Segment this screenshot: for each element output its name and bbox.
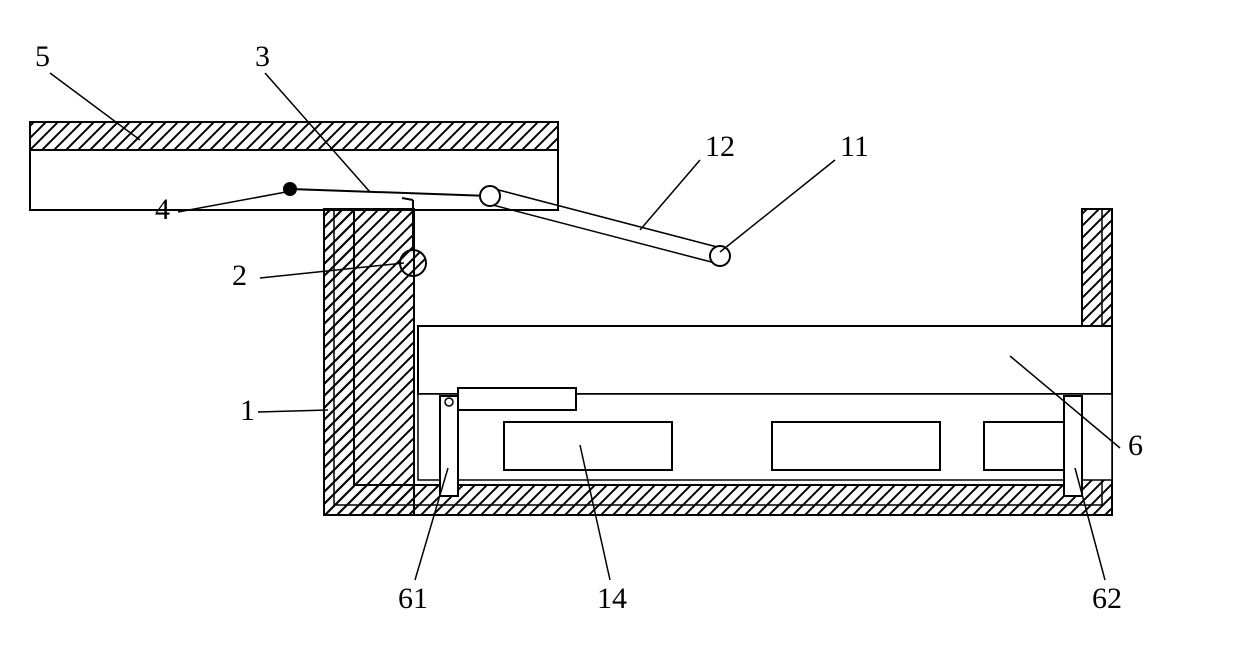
callout-label-11: 11 — [840, 130, 869, 163]
callout-label-61: 61 — [398, 582, 428, 615]
callout-label-1: 1 — [240, 394, 255, 427]
patent-mechanical-figure: 5 3 12 11 4 2 1 6 61 14 62 — [0, 0, 1239, 653]
callout-label-2: 2 — [232, 259, 247, 292]
callout-label-12: 12 — [705, 130, 735, 163]
callout-label-6: 6 — [1128, 429, 1143, 462]
callout-label-4: 4 — [155, 193, 170, 226]
callout-label-14: 14 — [597, 582, 627, 615]
callout-label-62: 62 — [1092, 582, 1122, 615]
callout-label-3: 3 — [255, 40, 270, 73]
callout-label-5: 5 — [35, 40, 50, 73]
